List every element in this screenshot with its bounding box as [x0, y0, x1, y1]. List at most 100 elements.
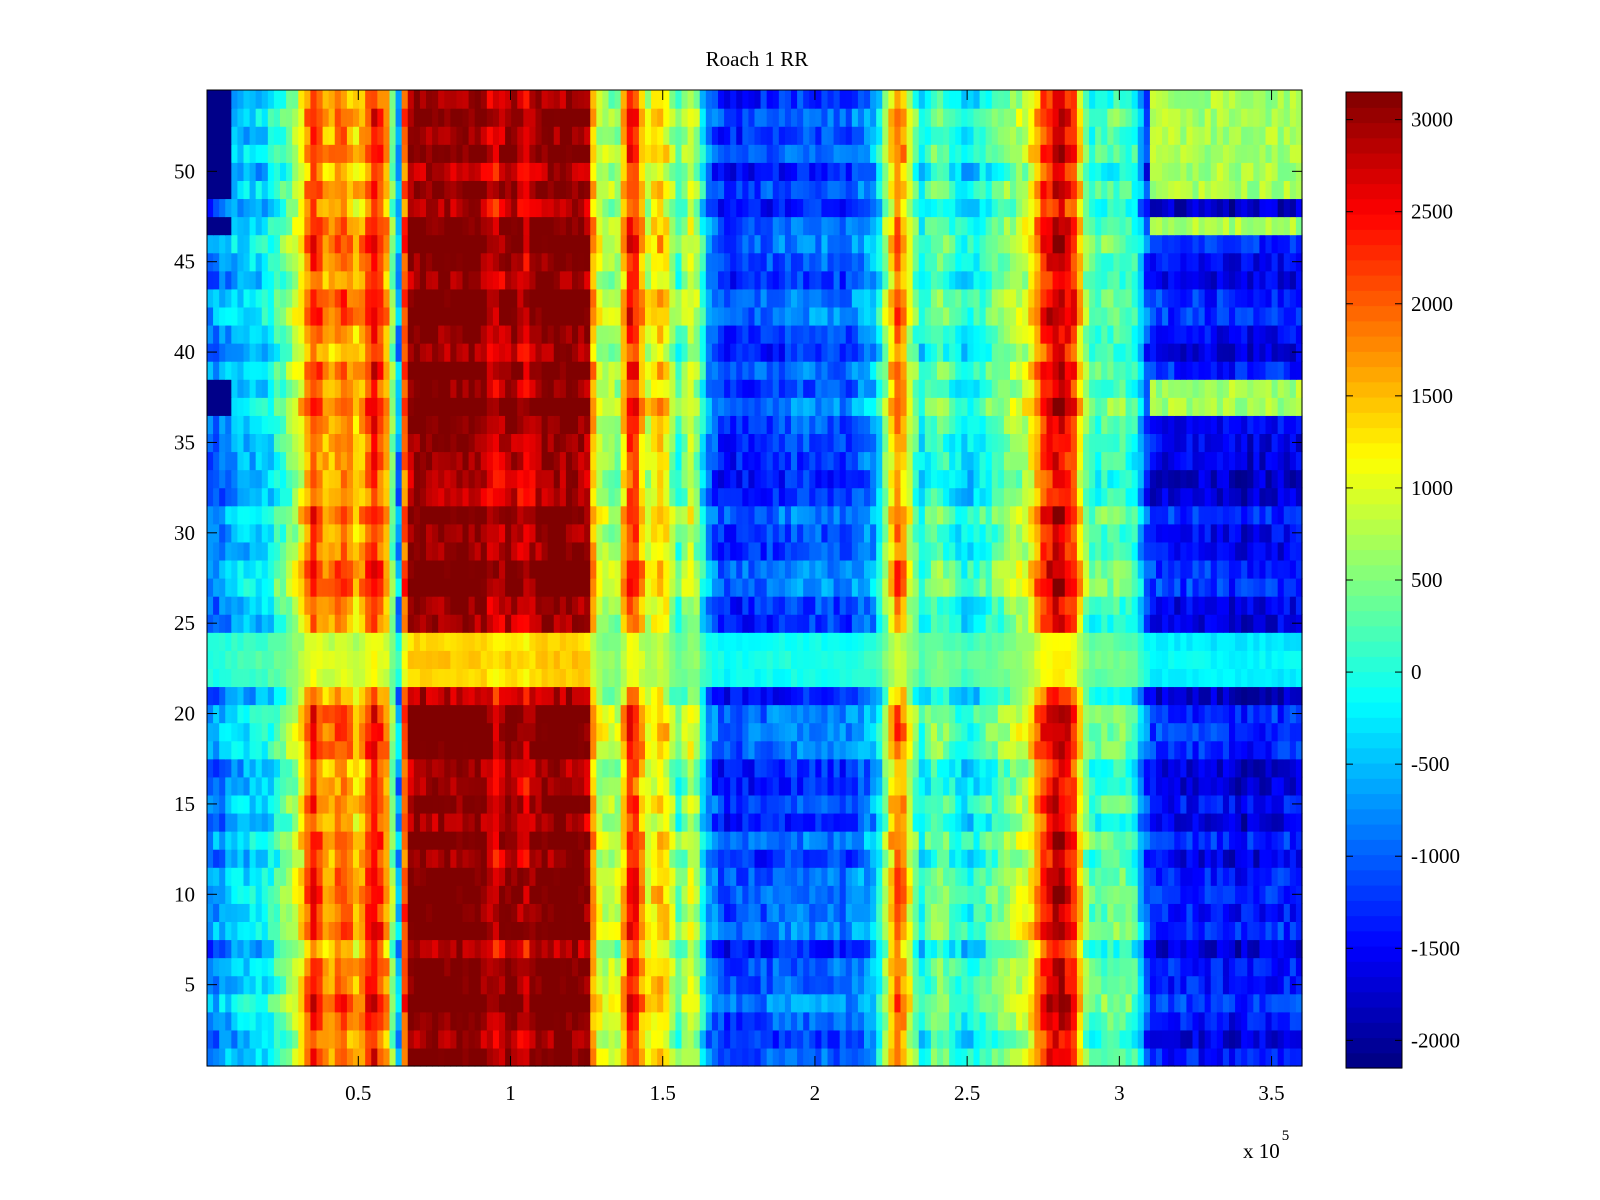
heatmap-cell	[645, 993, 652, 1013]
heatmap-cell	[596, 596, 604, 615]
heatmap-cell	[1040, 614, 1048, 633]
heatmap-cell	[310, 650, 318, 669]
heatmap-cell	[851, 650, 859, 669]
heatmap-cell	[280, 1029, 287, 1049]
heatmap-cell	[450, 722, 458, 742]
heatmap-cell	[1216, 831, 1224, 850]
heatmap-cell	[231, 831, 239, 850]
heatmap-cell	[578, 758, 585, 778]
heatmap-cell	[1028, 704, 1035, 724]
heatmap-cell	[1046, 1029, 1054, 1049]
heatmap-cell	[876, 776, 883, 796]
heatmap-cell	[1149, 650, 1157, 669]
heatmap-cell	[578, 704, 585, 724]
heatmap-cell	[346, 957, 354, 977]
heatmap-cell	[316, 596, 324, 615]
heatmap-cell	[1253, 1047, 1261, 1067]
heatmap-cell	[1046, 993, 1054, 1013]
heatmap-cell	[930, 704, 938, 724]
heatmap-cell	[346, 1011, 354, 1031]
heatmap-cell	[766, 704, 774, 724]
heatmap-cell	[1028, 776, 1035, 796]
heatmap-cell	[316, 957, 324, 977]
heatmap-cell	[1277, 776, 1285, 796]
heatmap-cell	[930, 559, 938, 579]
heatmap-cell	[602, 794, 610, 814]
heatmap-cell	[1265, 885, 1273, 904]
heatmap-cell	[681, 885, 689, 904]
heatmap-cell	[407, 975, 415, 995]
heatmap-cell	[529, 812, 537, 832]
heatmap-cell	[718, 1011, 725, 1031]
heatmap-cell	[547, 614, 555, 633]
heatmap-cell	[638, 668, 646, 688]
heatmap-cell	[596, 740, 604, 760]
heatmap-cell	[353, 867, 360, 886]
heatmap-cell	[608, 686, 616, 706]
heatmap-cell	[1229, 758, 1236, 778]
heatmap-cell	[517, 812, 524, 832]
heatmap-cell	[432, 740, 439, 760]
heatmap-cell	[1289, 776, 1297, 796]
heatmap-cell	[407, 704, 415, 724]
heatmap-cell	[213, 1047, 220, 1067]
heatmap-cell	[353, 993, 360, 1013]
heatmap-cell	[681, 831, 689, 850]
heatmap-cell	[499, 722, 506, 742]
heatmap-cell	[797, 704, 804, 724]
heatmap-cell	[559, 849, 567, 868]
heatmap-cell	[784, 975, 792, 995]
heatmap-cell	[1162, 758, 1169, 778]
heatmap-cell	[304, 1029, 312, 1049]
heatmap-cell	[736, 993, 743, 1013]
heatmap-cell	[590, 614, 597, 633]
heatmap-cell	[486, 650, 494, 669]
heatmap-cell	[322, 596, 330, 615]
heatmap-cell	[559, 632, 567, 651]
heatmap-cell	[310, 1011, 318, 1031]
heatmap-cell	[590, 776, 597, 796]
heatmap-cell	[827, 686, 835, 706]
heatmap-cell	[1119, 903, 1127, 923]
heatmap-cell	[304, 650, 312, 669]
heatmap-cell	[249, 939, 257, 959]
heatmap-cell	[1216, 1011, 1224, 1031]
heatmap-cell	[1222, 1029, 1230, 1049]
heatmap-cell	[1277, 885, 1285, 904]
heatmap-cell	[273, 758, 281, 778]
heatmap-cell	[602, 722, 610, 742]
heatmap-cell	[310, 578, 318, 597]
heatmap-cell	[584, 1029, 591, 1049]
heatmap-cell	[1156, 668, 1163, 688]
heatmap-cell	[742, 794, 750, 814]
heatmap-cell	[529, 794, 537, 814]
heatmap-cell	[930, 939, 938, 959]
heatmap-cell	[541, 957, 549, 977]
heatmap-cell	[316, 740, 324, 760]
heatmap-cell	[419, 578, 427, 597]
heatmap-cell	[1253, 668, 1261, 688]
heatmap-cell	[888, 1011, 896, 1031]
heatmap-cell	[736, 921, 743, 941]
heatmap-cell	[778, 668, 786, 688]
heatmap-cell	[784, 650, 792, 669]
heatmap-cell	[322, 993, 330, 1013]
heatmap-cell	[839, 1047, 847, 1067]
heatmap-cell	[663, 1047, 670, 1067]
heatmap-cell	[1204, 632, 1212, 651]
heatmap-cell	[620, 596, 628, 615]
heatmap-cell	[930, 794, 938, 814]
heatmap-cell	[213, 578, 220, 597]
heatmap-cell	[1119, 939, 1127, 959]
heatmap-cell	[876, 1011, 883, 1031]
heatmap-cell	[766, 578, 774, 597]
heatmap-cell	[511, 704, 518, 724]
heatmap-cell	[809, 740, 816, 760]
heatmap-cell	[395, 1011, 403, 1031]
heatmap-cell	[766, 596, 774, 615]
heatmap-cell	[651, 632, 658, 651]
heatmap-cell	[784, 1047, 792, 1067]
heatmap-cell	[1156, 1047, 1163, 1067]
heatmap-cell	[937, 1011, 944, 1031]
heatmap-cell	[486, 722, 494, 742]
